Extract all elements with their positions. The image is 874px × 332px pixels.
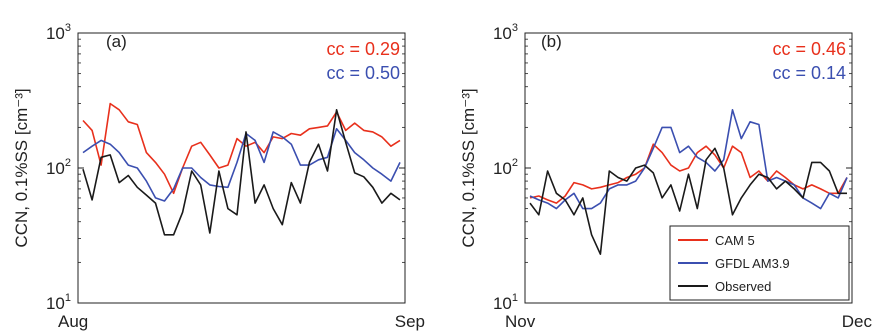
x-tick-label: Nov — [505, 312, 536, 331]
y-tick-label: 101 — [493, 292, 518, 313]
y-axis-label: CCN, 0.1%SS [cm⁻³] — [459, 88, 478, 247]
y-axis-label: CCN, 0.1%SS [cm⁻³] — [12, 88, 31, 247]
y-tick-label: 101 — [46, 292, 71, 313]
cc-annotation: cc = 0.46 — [772, 39, 846, 59]
series-line-gfdl-am3-9 — [529, 109, 848, 210]
series-line-observed — [82, 109, 401, 236]
y-tick-label: 102 — [46, 157, 71, 178]
legend-label: Observed — [715, 279, 771, 294]
y-tick-label: 102 — [493, 157, 518, 178]
cc-annotation: cc = 0.29 — [326, 39, 400, 59]
cc-annotation: cc = 0.14 — [772, 63, 846, 83]
y-tick-label: 103 — [493, 22, 518, 43]
chart-panel-a: 101 102 103 CCN, 0.1%SS [cm⁻³] Aug Sep (a) cc =… — [12, 22, 425, 331]
cc-annotation: cc = 0.50 — [326, 63, 400, 83]
x-tick-label: Dec — [842, 312, 873, 331]
panel-label: (a) — [106, 32, 127, 51]
legend-label: GFDL AM3.9 — [715, 256, 790, 271]
panel-label: (b) — [541, 32, 562, 51]
y-tick-label: 103 — [46, 22, 71, 43]
x-tick-label: Aug — [58, 312, 88, 331]
series-line-observed — [529, 147, 847, 255]
x-tick-label: Sep — [395, 312, 425, 331]
legend-label: CAM 5 — [715, 233, 755, 248]
series-line-cam-5 — [82, 102, 401, 195]
chart-panel-b: 101 102 103 CCN, 0.1%SS [cm⁻³] Nov Dec (b) cc =… — [459, 22, 872, 331]
series-line-gfdl-am3-9 — [82, 128, 401, 202]
